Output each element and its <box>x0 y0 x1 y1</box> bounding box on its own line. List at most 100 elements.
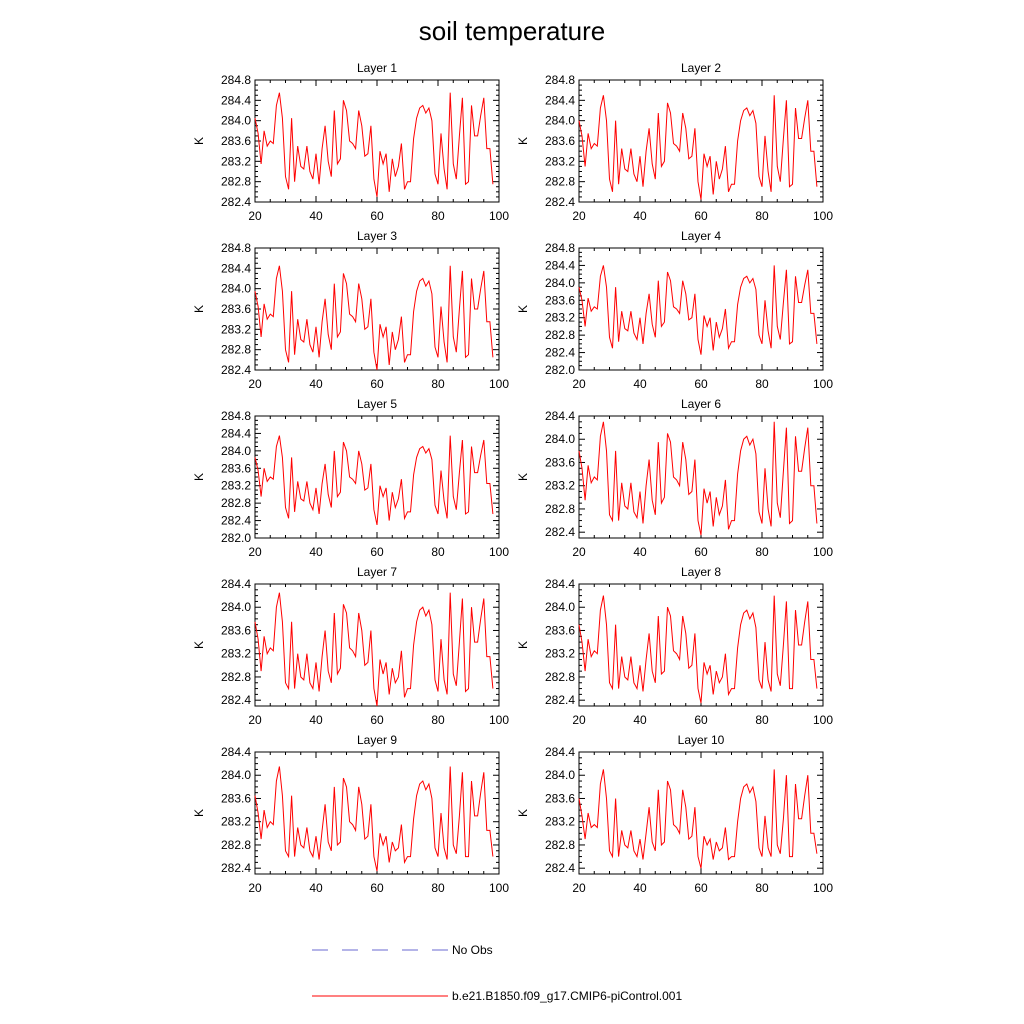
y-tick-label: 282.4 <box>221 195 251 209</box>
legend-label-model: b.e21.B1850.f09_g17.CMIP6-piControl.001 <box>452 989 682 1003</box>
y-tick-label: 284.4 <box>221 261 251 275</box>
panel-layer-7: Layer 7 282.4 282.8 283.2 283.6 284.0 284.4 20 4… <box>192 565 509 727</box>
panel-title: Layer 9 <box>357 733 397 747</box>
x-tick-label: 100 <box>489 377 509 391</box>
x-tick-label: 60 <box>370 545 384 559</box>
series-line <box>578 95 818 200</box>
y-tick-label: 282.4 <box>221 363 251 377</box>
y-tick-label: 282.4 <box>545 525 575 539</box>
y-tick-label: 283.6 <box>221 791 251 805</box>
legend-label-no-obs: No Obs <box>452 943 493 957</box>
x-tick-label: 40 <box>309 209 323 223</box>
y-tick-label: 284.0 <box>545 768 575 782</box>
panel-title: Layer 1 <box>357 61 397 75</box>
series-line <box>578 595 818 704</box>
panel-layer-1: Layer 1 282.4 282.8 283.2 283.6 284.0 284.4 284… <box>192 61 509 223</box>
y-axis-label: K <box>192 473 206 481</box>
x-tick-label: 80 <box>431 881 445 895</box>
x-tick-label: 80 <box>755 881 769 895</box>
y-tick-label: 284.4 <box>221 426 251 440</box>
x-tick-label: 80 <box>431 209 445 223</box>
x-tick-label: 20 <box>248 881 262 895</box>
y-tick-label: 283.2 <box>545 815 575 829</box>
panel-layer-4: Layer 4 282.0 282.4 282.8 283.2 283.6 284.0 284… <box>516 229 833 391</box>
y-tick-label: 283.6 <box>545 623 575 637</box>
y-tick-label: 282.4 <box>221 693 251 707</box>
y-tick-label: 282.8 <box>221 670 251 684</box>
y-tick-label: 282.8 <box>221 838 251 852</box>
y-tick-label: 284.8 <box>545 241 575 255</box>
y-tick-label: 284.4 <box>221 93 251 107</box>
y-tick-label: 284.8 <box>221 73 251 87</box>
y-tick-label: 284.4 <box>221 745 251 759</box>
y-tick-label: 284.0 <box>545 432 575 446</box>
x-tick-label: 40 <box>309 377 323 391</box>
y-axis-label: K <box>516 473 530 481</box>
y-tick-label: 283.2 <box>221 154 251 168</box>
series-line <box>578 421 818 536</box>
series-line <box>578 769 818 869</box>
y-tick-label: 284.4 <box>545 258 575 272</box>
y-tick-label: 284.4 <box>545 577 575 591</box>
x-tick-label: 80 <box>431 545 445 559</box>
panel-layer-9: Layer 9 282.4 282.8 283.2 283.6 284.0 284.4 20 4… <box>192 733 509 895</box>
x-tick-label: 20 <box>248 713 262 727</box>
series-line <box>254 592 494 707</box>
x-tick-label: 100 <box>489 713 509 727</box>
y-tick-label: 282.8 <box>545 502 575 516</box>
y-tick-label: 284.0 <box>221 444 251 458</box>
x-tick-label: 80 <box>755 209 769 223</box>
x-tick-label: 20 <box>248 209 262 223</box>
panel-layer-8: Layer 8 282.4 282.8 283.2 283.6 284.0 284.4 20 4… <box>516 565 833 727</box>
x-tick-label: 40 <box>309 713 323 727</box>
x-tick-label: 20 <box>572 209 586 223</box>
y-tick-label: 284.0 <box>545 276 575 290</box>
y-tick-label: 283.6 <box>545 455 575 469</box>
panel-title: Layer 10 <box>678 733 725 747</box>
panel-title: Layer 7 <box>357 565 397 579</box>
panel-title: Layer 3 <box>357 229 397 243</box>
y-axis-label: K <box>192 305 206 313</box>
y-tick-label: 282.0 <box>545 363 575 377</box>
x-tick-label: 40 <box>633 209 647 223</box>
y-tick-label: 284.0 <box>221 114 251 128</box>
x-tick-label: 40 <box>309 545 323 559</box>
x-tick-label: 60 <box>694 209 708 223</box>
x-tick-label: 20 <box>248 377 262 391</box>
series-line <box>254 766 494 872</box>
plot-frame <box>254 751 500 875</box>
y-tick-label: 282.8 <box>221 496 251 510</box>
y-tick-label: 283.2 <box>221 479 251 493</box>
y-tick-label: 284.4 <box>221 577 251 591</box>
y-axis-label: K <box>516 809 530 817</box>
y-tick-label: 283.2 <box>545 154 575 168</box>
x-tick-label: 20 <box>572 545 586 559</box>
y-tick-label: 284.4 <box>545 409 575 423</box>
y-axis-label: K <box>516 137 530 145</box>
y-tick-label: 284.0 <box>545 114 575 128</box>
x-tick-label: 100 <box>813 881 833 895</box>
y-tick-label: 284.8 <box>545 73 575 87</box>
x-tick-label: 20 <box>248 545 262 559</box>
y-tick-label: 283.2 <box>221 322 251 336</box>
y-axis-label: K <box>192 137 206 145</box>
y-tick-label: 283.6 <box>221 623 251 637</box>
x-tick-label: 20 <box>572 881 586 895</box>
x-tick-label: 40 <box>633 545 647 559</box>
x-tick-label: 80 <box>755 545 769 559</box>
y-tick-label: 284.4 <box>545 93 575 107</box>
y-tick-label: 282.8 <box>545 670 575 684</box>
y-tick-label: 283.6 <box>221 461 251 475</box>
plot-frame <box>578 79 824 203</box>
y-tick-label: 283.2 <box>221 647 251 661</box>
panel-title: Layer 4 <box>681 229 721 243</box>
x-tick-label: 80 <box>755 377 769 391</box>
legend: No Obs b.e21.B1850.f09_g17.CMIP6-piContr… <box>312 943 682 1003</box>
y-tick-label: 283.2 <box>545 311 575 325</box>
x-tick-label: 80 <box>431 713 445 727</box>
panel-layer-3: Layer 3 282.4 282.8 283.2 283.6 284.0 284.4 284… <box>192 229 509 391</box>
panel-title: Layer 8 <box>681 565 721 579</box>
x-tick-label: 100 <box>813 377 833 391</box>
y-tick-label: 283.6 <box>221 302 251 316</box>
